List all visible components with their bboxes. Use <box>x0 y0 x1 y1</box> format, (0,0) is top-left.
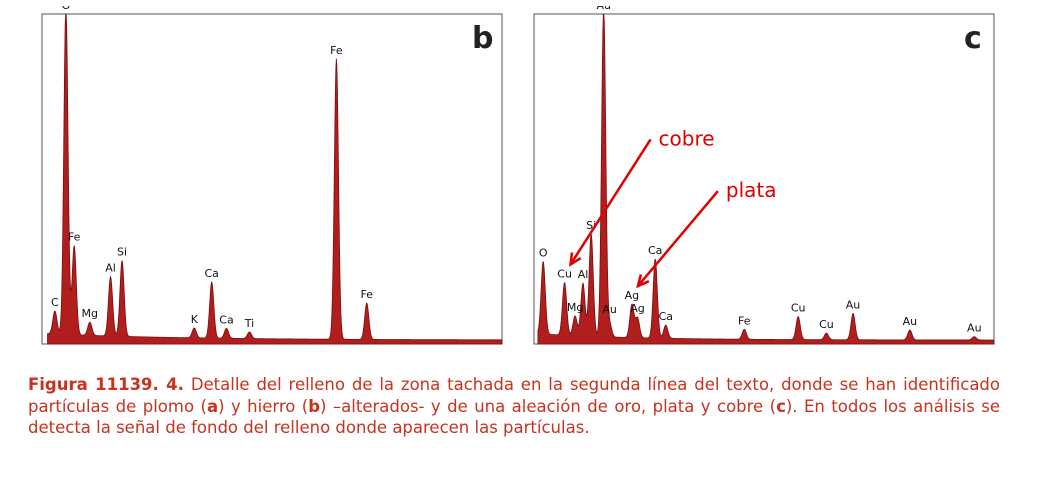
annotation-label: cobre <box>659 126 715 150</box>
peak-label: O <box>539 246 548 259</box>
peak-label: Mg <box>567 301 583 314</box>
peak-label: C <box>51 296 59 309</box>
caption-text-2: ) y hierro ( <box>218 396 309 416</box>
peak-label: K <box>191 313 199 326</box>
caption-text-1: Detalle del relleno de la zona tachada e… <box>28 375 1001 416</box>
spectrum-area-c <box>537 13 995 345</box>
peak-label: Fe <box>68 231 81 244</box>
peak-label: Au <box>596 6 611 12</box>
annotation-arrow <box>636 190 719 287</box>
caption-ref-c: c <box>776 396 786 416</box>
peak-label: Ca <box>219 313 233 326</box>
peak-label: Mg <box>82 307 98 320</box>
annotation-label: plata <box>726 178 777 202</box>
peak-label: O <box>62 6 71 12</box>
peak-label: Ti <box>244 317 254 330</box>
caption-ref-a: a <box>206 396 219 416</box>
peak-label: Si <box>586 219 596 232</box>
peak-label: Au <box>903 315 918 328</box>
peak-label: Fe <box>738 314 751 327</box>
panel-letter-c: c <box>964 21 982 56</box>
annotation-arrow <box>569 138 652 266</box>
caption-ref-b: b <box>308 396 321 416</box>
peak-label: Al <box>578 268 589 281</box>
peak-label: Ag <box>625 289 640 302</box>
peak-label: Au <box>602 303 617 316</box>
panel-letter-b: b <box>472 21 493 56</box>
peak-label: Cu <box>819 318 834 331</box>
peak-label: Si <box>117 245 127 258</box>
peak-label: Fe <box>361 288 374 301</box>
peak-label: Ca <box>648 244 662 257</box>
peak-label: Cu <box>791 302 806 315</box>
peak-label: Ca <box>659 310 673 323</box>
spectrum-area-b <box>47 13 503 345</box>
annotation-arrowhead <box>636 274 650 289</box>
peak-label: Au <box>967 322 982 335</box>
peak-label: Fe <box>330 44 343 57</box>
caption-text-4: ). En todos los análisis se detecta la s… <box>28 396 1000 438</box>
peak-label: Cu <box>557 267 572 280</box>
annotation-arrowhead <box>569 252 582 267</box>
caption-lead: Figura 11139. 4. <box>28 375 184 394</box>
peak-label: Ag <box>630 302 645 315</box>
figure-caption: Figura 11139. 4. Detalle del relleno de … <box>28 374 1000 439</box>
peak-label: Al <box>105 262 116 275</box>
peak-label: Au <box>846 298 861 311</box>
peak-label: Ca <box>204 267 218 280</box>
caption-text-3: ) –alterados- y de una aleación de oro, … <box>320 396 777 416</box>
